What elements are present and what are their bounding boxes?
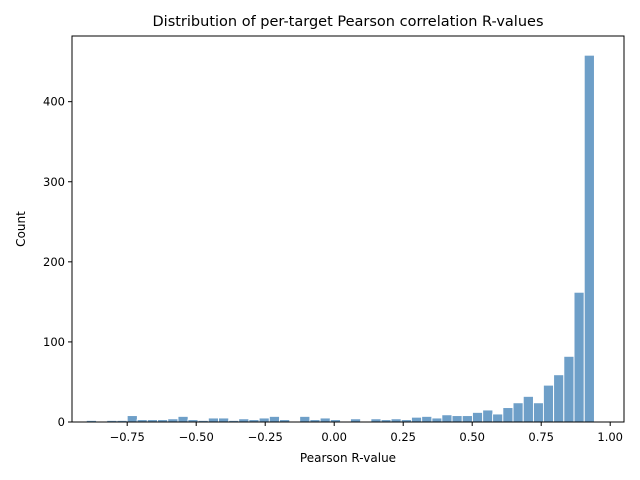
histogram-bar [502,407,514,423]
x-axis-label: Pearson R-value [300,451,396,465]
x-tick-label: 0.50 [459,430,485,444]
histogram-bar [441,414,453,423]
y-axis-ticks: 0 100 200 300 400 [43,95,72,429]
histogram-bar [461,415,473,423]
histogram-bar [431,417,443,423]
x-tick-label: −0.75 [110,430,145,444]
y-tick-label: 0 [58,415,65,429]
histogram-bar [492,413,504,423]
histogram-bar [512,402,524,423]
histogram-bar [563,355,575,423]
histogram-bar [319,417,331,423]
histogram-bar [299,415,311,423]
histogram-bar [522,395,534,423]
histogram-bar [542,384,555,423]
x-tick-label: −0.50 [179,430,214,444]
x-tick-label: 1.00 [597,430,623,444]
y-tick-label: 400 [43,95,65,109]
y-axis-label: Count [14,211,28,247]
histogram-bar [583,54,595,423]
histogram-bar [472,411,484,423]
histogram-bar [553,374,565,423]
x-tick-label: 0.75 [528,430,554,444]
x-tick-label: −0.25 [248,430,283,444]
histogram-bar [573,291,585,423]
x-axis-ticks: −0.75 −0.50 −0.25 0.00 0.25 0.50 0.75 1.00 [110,422,623,444]
histogram-bar [482,409,494,423]
histogram-bar [268,415,280,423]
histogram-bar [451,415,463,423]
histogram-bar [218,417,230,423]
x-tick-label: 0.25 [390,430,416,444]
histogram-bar [258,417,270,423]
histogram-bar [207,417,219,423]
histogram-bar [126,415,138,423]
x-tick-label: 0.00 [321,430,347,444]
histogram-bar [421,415,433,423]
y-tick-label: 300 [43,175,65,189]
plot-area-frame [71,35,625,423]
chart-title: Distribution of per-target Pearson corre… [153,14,544,30]
y-tick-label: 100 [43,335,65,349]
histogram-bar [177,415,189,423]
histogram-bar [533,402,545,423]
y-tick-label: 200 [43,255,65,269]
histogram-bar [411,416,423,423]
